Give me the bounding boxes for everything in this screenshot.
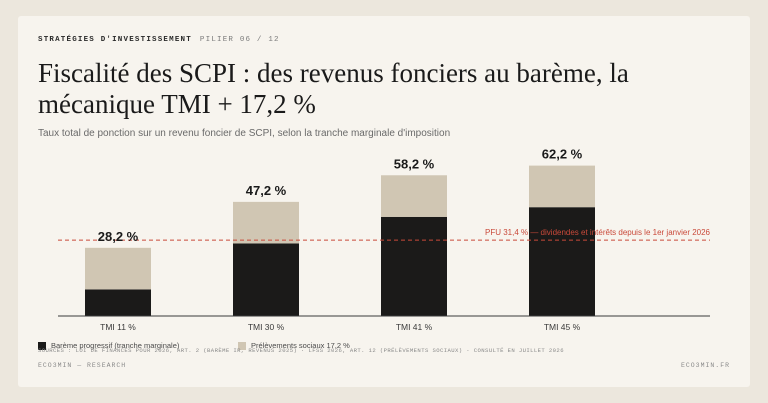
legend-swatch-bareme — [38, 341, 46, 350]
bar-bareme — [529, 207, 595, 316]
bar-bareme — [85, 289, 151, 316]
x-tick-label: TMI 30 % — [248, 322, 285, 332]
page-title: Fiscalité des SCPI : des revenus foncier… — [38, 58, 629, 119]
x-tick-label: TMI 41 % — [396, 322, 433, 332]
pillar-label: PILIER 06 / 12 — [199, 36, 280, 44]
pfu-reference-label: PFU 31,4 % — dividendes et intérêts depu… — [485, 228, 711, 237]
bar-bareme — [381, 216, 447, 316]
category-label: STRATÉGIES D'INVESTISSEMENT — [38, 36, 192, 44]
chart-subtitle: Taux total de ponction sur un revenu fon… — [38, 128, 451, 139]
legend-item-prelevements: Prélèvements sociaux 17,2 % — [238, 341, 350, 350]
total-data-label: 47,2 % — [246, 183, 287, 198]
x-tick-label: TMI 11 % — [100, 322, 136, 332]
bar-prelevements — [381, 175, 447, 217]
footer-brand: ECO3MIN — RESEARCH — [38, 362, 127, 369]
bar-bareme — [233, 243, 299, 316]
sources-note: SOURCES : LOI DE FINANCES POUR 2026, ART… — [38, 347, 564, 354]
x-tick-label: TMI 45 % — [544, 322, 581, 332]
bar-prelevements — [529, 165, 595, 208]
footer-link[interactable]: ECO3MIN.FR — [680, 362, 730, 369]
kicker: STRATÉGIES D'INVESTISSEMENT PILIER 06 / 1… — [38, 36, 280, 44]
total-data-label: 58,2 % — [394, 156, 435, 171]
legend-label-prelevements: Prélèvements sociaux 17,2 % — [251, 341, 350, 350]
labels-group: 28,2 % TMI 11 % 47,2 % TMI 30 % 58,2 % TMI 41… — [98, 147, 583, 332]
total-data-label: 62,2 % — [542, 147, 583, 162]
bar-prelevements — [233, 201, 299, 244]
chart-card: STRATÉGIES D'INVESTISSEMENT PILIER 06 / 1… — [18, 16, 750, 387]
legend-label-bareme: Barème progressif (tranche marginale) — [51, 341, 180, 350]
bar-prelevements — [85, 247, 151, 290]
stacked-bar-chart: PFU 31,4 % — dividendes et intérêts depu… — [58, 147, 711, 332]
legend-item-bareme: Barème progressif (tranche marginale) — [38, 341, 179, 350]
bars-group — [85, 165, 595, 316]
total-data-label: 28,2 % — [98, 229, 139, 244]
legend-swatch-prelevements — [238, 341, 246, 350]
